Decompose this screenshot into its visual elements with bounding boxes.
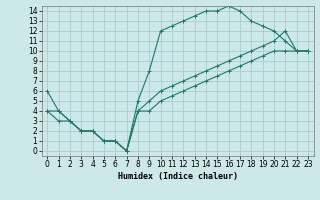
X-axis label: Humidex (Indice chaleur): Humidex (Indice chaleur) [118,172,237,181]
